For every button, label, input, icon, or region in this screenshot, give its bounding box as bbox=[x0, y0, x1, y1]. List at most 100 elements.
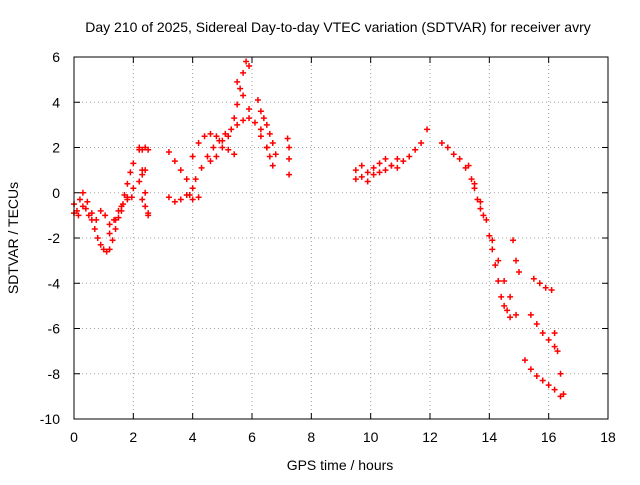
data-point bbox=[551, 386, 558, 393]
x-tick-label: 16 bbox=[541, 429, 557, 445]
data-point bbox=[545, 336, 552, 343]
data-point bbox=[501, 277, 508, 284]
data-point bbox=[225, 133, 232, 140]
series-group bbox=[257, 126, 276, 169]
data-point bbox=[243, 58, 250, 65]
series-group bbox=[71, 160, 137, 255]
x-tick-label: 8 bbox=[307, 429, 315, 445]
data-point bbox=[551, 343, 558, 350]
series-group bbox=[284, 135, 293, 178]
data-point bbox=[352, 176, 359, 183]
data-point bbox=[139, 196, 146, 203]
data-point bbox=[507, 293, 514, 300]
data-point bbox=[207, 130, 214, 137]
data-point bbox=[406, 153, 413, 160]
data-point bbox=[119, 201, 126, 208]
data-point bbox=[76, 196, 83, 203]
data-point bbox=[207, 158, 214, 165]
data-point bbox=[438, 139, 445, 146]
x-axis-label: GPS time / hours bbox=[287, 457, 394, 473]
data-point bbox=[388, 162, 395, 169]
data-point bbox=[530, 275, 537, 282]
series-group bbox=[438, 139, 487, 219]
data-point bbox=[370, 171, 377, 178]
data-point bbox=[272, 151, 279, 158]
data-point bbox=[189, 185, 196, 192]
data-point bbox=[219, 137, 226, 144]
series-group bbox=[551, 330, 567, 398]
data-point bbox=[477, 205, 484, 212]
data-point bbox=[93, 216, 100, 223]
data-point bbox=[266, 130, 273, 137]
data-point bbox=[171, 158, 178, 165]
data-point bbox=[286, 144, 293, 151]
data-point bbox=[228, 126, 235, 133]
series-group bbox=[139, 196, 152, 219]
data-point bbox=[545, 382, 552, 389]
data-point bbox=[260, 115, 267, 122]
data-point bbox=[551, 330, 558, 337]
data-point bbox=[189, 153, 196, 160]
data-point bbox=[106, 230, 113, 237]
data-point bbox=[382, 155, 389, 162]
series-group bbox=[207, 58, 253, 165]
x-tick-label: 0 bbox=[70, 429, 78, 445]
x-tick-label: 14 bbox=[482, 429, 498, 445]
data-point bbox=[521, 357, 528, 364]
data-point bbox=[195, 139, 202, 146]
data-point bbox=[527, 366, 534, 373]
y-tick-label: 2 bbox=[52, 140, 60, 156]
data-point bbox=[109, 237, 116, 244]
data-point bbox=[112, 225, 119, 232]
data-point bbox=[513, 311, 520, 318]
series-group bbox=[186, 115, 253, 199]
data-point bbox=[246, 106, 253, 113]
data-point bbox=[127, 169, 134, 176]
data-point bbox=[468, 176, 475, 183]
data-point bbox=[88, 210, 95, 217]
data-point bbox=[269, 162, 276, 169]
data-point bbox=[234, 121, 241, 128]
data-point bbox=[145, 146, 152, 153]
data-point bbox=[210, 144, 217, 151]
chart-title: Day 210 of 2025, Sidereal Day-to-day VTE… bbox=[85, 19, 591, 35]
data-point bbox=[225, 146, 232, 153]
data-point bbox=[177, 167, 184, 174]
data-point bbox=[263, 121, 270, 128]
series-group bbox=[352, 155, 401, 185]
data-point bbox=[400, 158, 407, 165]
data-point bbox=[142, 189, 149, 196]
series-group bbox=[189, 130, 238, 160]
data-point bbox=[198, 164, 205, 171]
x-tick-label: 18 bbox=[600, 429, 616, 445]
data-point bbox=[382, 167, 389, 174]
data-point bbox=[498, 293, 505, 300]
series-group bbox=[486, 232, 514, 321]
data-point bbox=[489, 246, 496, 253]
data-point bbox=[418, 139, 425, 146]
data-point bbox=[240, 92, 247, 99]
data-point bbox=[533, 373, 540, 380]
y-tick-label: -4 bbox=[48, 275, 61, 291]
plot-frame bbox=[73, 56, 609, 420]
data-point bbox=[269, 139, 276, 146]
data-point bbox=[412, 146, 419, 153]
data-point bbox=[495, 277, 502, 284]
data-point bbox=[240, 117, 247, 124]
data-point bbox=[130, 185, 137, 192]
data-point bbox=[352, 167, 359, 174]
data-point bbox=[177, 196, 184, 203]
data-point bbox=[533, 320, 540, 327]
y-tick-label: 4 bbox=[52, 94, 60, 110]
series-group bbox=[530, 275, 555, 294]
data-point bbox=[106, 246, 113, 253]
x-tick-label: 10 bbox=[363, 429, 379, 445]
data-point bbox=[450, 151, 457, 158]
series-group bbox=[521, 357, 564, 400]
data-point bbox=[165, 194, 172, 201]
data-point bbox=[358, 173, 365, 180]
series-group bbox=[510, 237, 522, 275]
data-point bbox=[266, 153, 273, 160]
series-group bbox=[465, 162, 520, 318]
